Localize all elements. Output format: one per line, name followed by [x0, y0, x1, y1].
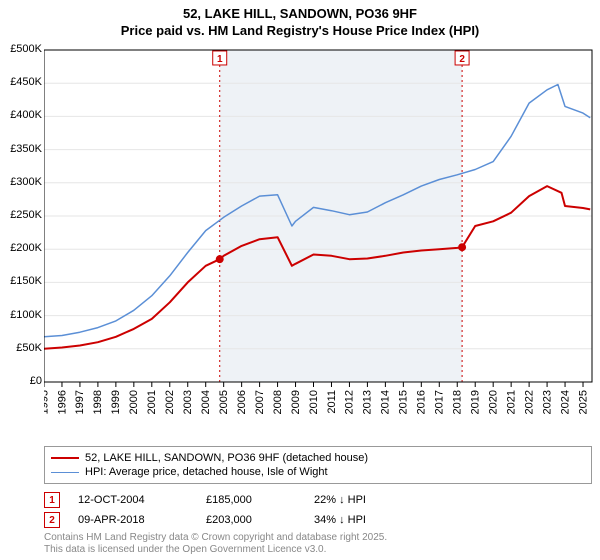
x-tick-label: 2004 [200, 390, 212, 414]
transaction-row: 2 09-APR-2018 £203,000 34% ↓ HPI [44, 510, 592, 530]
transaction-pct: 34% ↓ HPI [314, 514, 434, 526]
transaction-date: 12-OCT-2004 [78, 494, 188, 506]
x-tick-label: 2008 [272, 390, 284, 414]
x-tick-label: 2006 [236, 390, 248, 414]
y-axis-label: £500K [10, 43, 42, 55]
legend-swatch [51, 472, 79, 473]
transaction-dot [216, 255, 224, 263]
transaction-dot [458, 243, 466, 251]
title-line2: Price paid vs. HM Land Registry's House … [0, 23, 600, 40]
x-tick-label: 2025 [577, 390, 589, 414]
x-tick-label: 1995 [44, 390, 50, 414]
x-tick-label: 2021 [505, 390, 517, 414]
x-tick-label: 2002 [164, 390, 176, 414]
line-chart: £0£50K£100K£150K£200K£250K£300K£350K£400… [44, 46, 594, 426]
y-axis-label: £0 [30, 375, 42, 387]
transaction-marker-label: 2 [459, 54, 465, 65]
x-tick-label: 1996 [56, 390, 68, 414]
x-tick-label: 2001 [146, 390, 158, 414]
transaction-date: 09-APR-2018 [78, 514, 188, 526]
legend-label: HPI: Average price, detached house, Isle… [85, 466, 328, 478]
transaction-row: 1 12-OCT-2004 £185,000 22% ↓ HPI [44, 490, 592, 510]
x-tick-label: 1998 [92, 390, 104, 414]
x-tick-label: 2014 [380, 390, 392, 414]
y-axis-label: £150K [10, 275, 42, 287]
x-tick-label: 2018 [452, 390, 464, 414]
transaction-marker-label: 1 [217, 54, 223, 65]
transaction-marker: 1 [44, 492, 60, 508]
x-tick-label: 2017 [434, 390, 446, 414]
y-axis-label: £50K [16, 342, 42, 354]
y-axis-label: £250K [10, 209, 42, 221]
x-tick-label: 2005 [218, 390, 230, 414]
x-tick-label: 2011 [326, 390, 338, 414]
transaction-price: £203,000 [206, 514, 296, 526]
x-tick-label: 1999 [110, 390, 122, 414]
legend-label: 52, LAKE HILL, SANDOWN, PO36 9HF (detach… [85, 452, 368, 464]
attribution-line2: This data is licensed under the Open Gov… [44, 544, 387, 556]
x-tick-label: 2022 [523, 390, 535, 414]
transaction-list: 1 12-OCT-2004 £185,000 22% ↓ HPI 2 09-APR-201… [44, 490, 592, 530]
chart-container: 52, LAKE HILL, SANDOWN, PO36 9HF Price p… [0, 0, 600, 560]
x-tick-label: 2015 [398, 390, 410, 414]
legend-swatch [51, 457, 79, 459]
legend-item: 52, LAKE HILL, SANDOWN, PO36 9HF (detach… [51, 451, 585, 465]
title-block: 52, LAKE HILL, SANDOWN, PO36 9HF Price p… [0, 0, 600, 40]
x-tick-label: 2007 [254, 390, 266, 414]
x-tick-label: 2016 [416, 390, 428, 414]
y-axis-label: £450K [10, 76, 42, 88]
x-tick-label: 1997 [74, 390, 86, 414]
attribution-line1: Contains HM Land Registry data © Crown c… [44, 532, 387, 544]
x-tick-label: 2023 [541, 390, 553, 414]
title-line1: 52, LAKE HILL, SANDOWN, PO36 9HF [0, 6, 600, 23]
y-axis-label: £300K [10, 176, 42, 188]
legend-item: HPI: Average price, detached house, Isle… [51, 465, 585, 479]
y-axis-label: £400K [10, 109, 42, 121]
x-tick-label: 2013 [362, 390, 374, 414]
transaction-pct: 22% ↓ HPI [314, 494, 434, 506]
x-tick-label: 2020 [487, 390, 499, 414]
x-tick-label: 2009 [290, 390, 302, 414]
y-axis-label: £350K [10, 143, 42, 155]
x-tick-label: 2024 [559, 390, 571, 414]
y-axis-label: £100K [10, 309, 42, 321]
x-tick-label: 2010 [308, 390, 320, 414]
transaction-marker: 2 [44, 512, 60, 528]
transaction-price: £185,000 [206, 494, 296, 506]
x-tick-label: 2000 [128, 390, 140, 414]
x-tick-label: 2012 [344, 390, 356, 414]
x-tick-label: 2019 [470, 390, 482, 414]
y-axis-label: £200K [10, 242, 42, 254]
attribution: Contains HM Land Registry data © Crown c… [44, 532, 387, 556]
legend: 52, LAKE HILL, SANDOWN, PO36 9HF (detach… [44, 446, 592, 484]
x-tick-label: 2003 [182, 390, 194, 414]
